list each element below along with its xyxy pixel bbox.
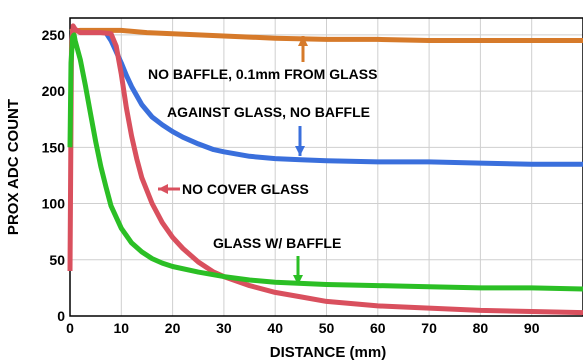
y-tick-label: 50	[49, 252, 65, 268]
annotation-label: NO BAFFLE, 0.1mm FROM GLASS	[148, 66, 377, 82]
annotations: NO BAFFLE, 0.1mm FROM GLASS AGAINST GLASS…	[148, 36, 377, 285]
x-tick-label: 60	[370, 320, 386, 336]
x-tick-label: 20	[165, 320, 181, 336]
x-tick-labels: 0 10 20 30 40 50 60 70 80 90	[66, 320, 540, 336]
grid	[70, 18, 583, 316]
x-tick-label: 10	[114, 320, 130, 336]
y-tick-label: 250	[42, 27, 66, 43]
series-line-2	[67, 23, 583, 316]
y-tick-label: 100	[42, 196, 66, 212]
annotation-arrowhead	[158, 184, 168, 194]
y-tick-labels: 0 50 100 150 200 250	[42, 27, 66, 324]
series-group	[67, 23, 583, 316]
y-axis-title: PROX ADC COUNT	[5, 99, 22, 235]
x-tick-label: 30	[216, 320, 232, 336]
y-tick-label: 200	[42, 83, 66, 99]
annotation-arrowhead	[293, 275, 303, 285]
x-tick-label: 40	[267, 320, 283, 336]
y-tick-label: 0	[57, 308, 65, 324]
annotation-arrowhead	[298, 36, 308, 46]
x-tick-label: 50	[319, 320, 335, 336]
series-line-3	[67, 32, 583, 292]
x-tick-label: 80	[473, 320, 489, 336]
y-tick-label: 150	[42, 139, 66, 155]
annotation-arrowhead	[295, 146, 305, 156]
annotation-label: GLASS W/ BAFFLE	[213, 235, 341, 251]
annotation-label: AGAINST GLASS, NO BAFFLE	[167, 104, 370, 120]
x-tick-label: 90	[524, 320, 540, 336]
series-line-1	[103, 31, 583, 167]
x-tick-label: 0	[66, 320, 74, 336]
series-line-0	[69, 27, 583, 43]
x-axis-title: DISTANCE (mm)	[270, 344, 386, 361]
x-tick-label: 70	[421, 320, 437, 336]
annotation-label: NO COVER GLASS	[182, 181, 309, 197]
